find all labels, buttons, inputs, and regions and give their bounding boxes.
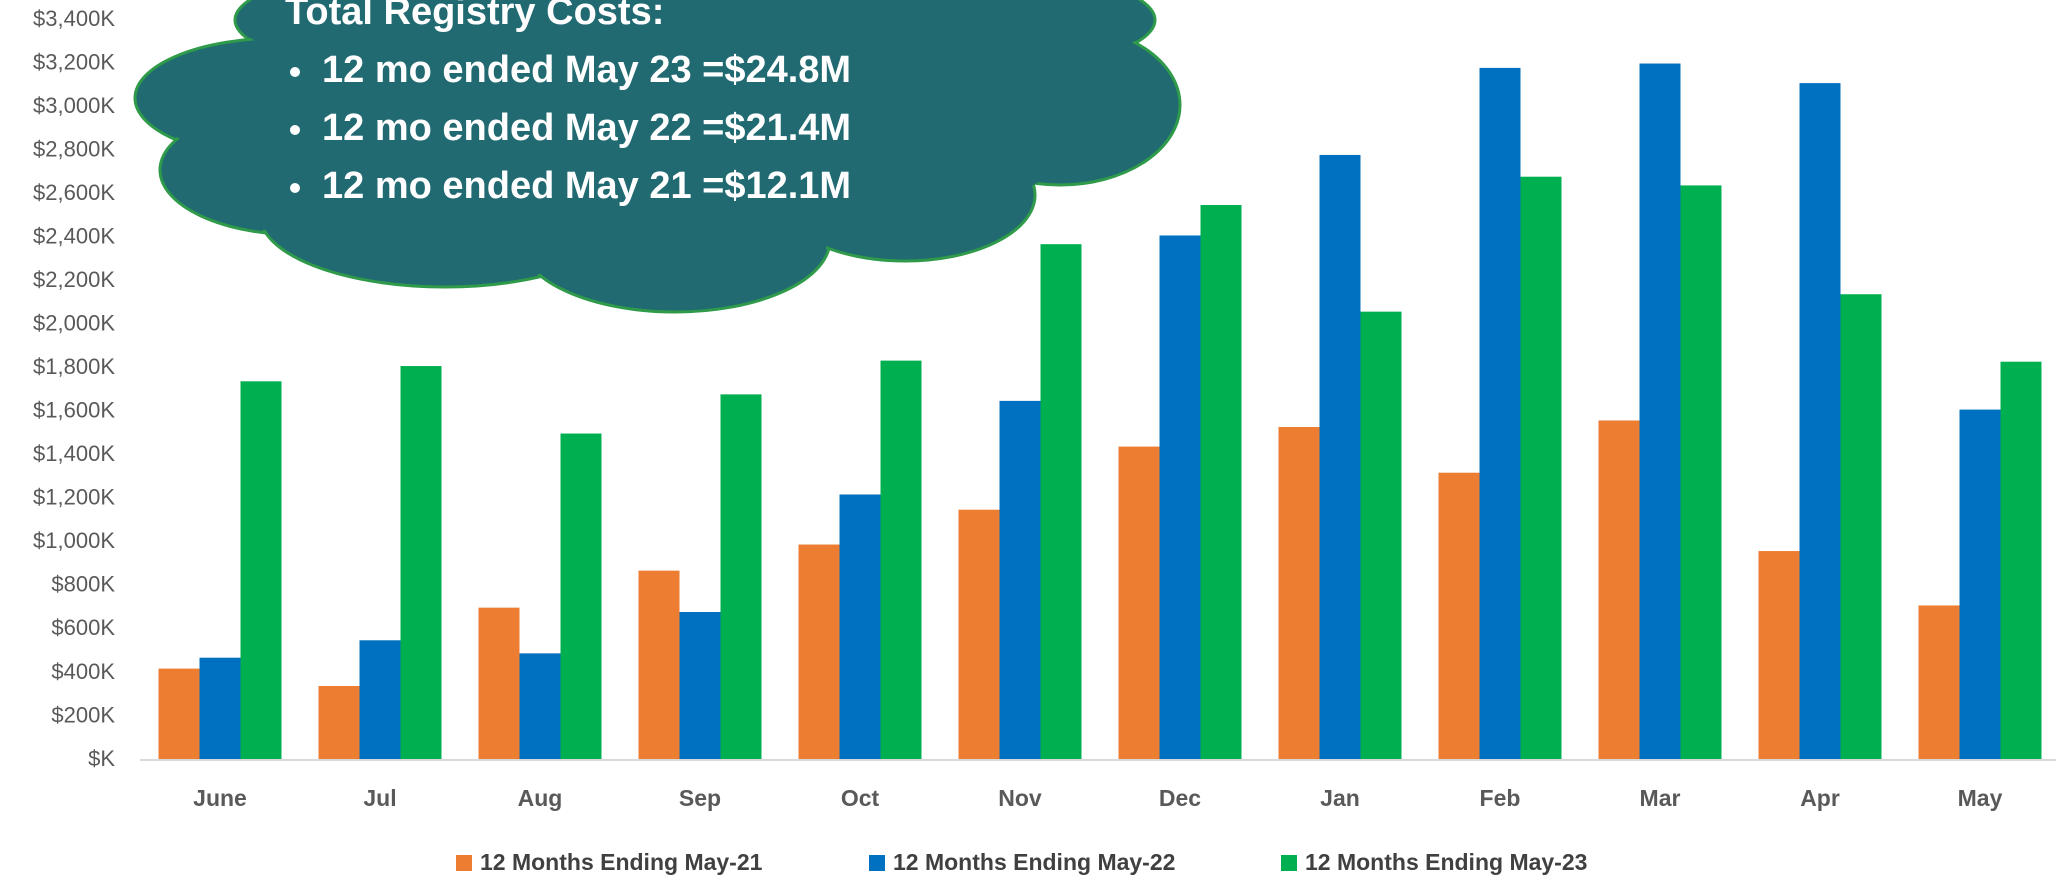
bar bbox=[1480, 68, 1521, 760]
bullet bbox=[290, 125, 300, 135]
legend-label: 12 Months Ending May-21 bbox=[480, 849, 763, 875]
x-tick-label: June bbox=[193, 785, 247, 811]
x-tick-label: Jul bbox=[363, 785, 396, 811]
x-tick-label: Feb bbox=[1480, 785, 1521, 811]
x-tick-label: Sep bbox=[679, 785, 721, 811]
bar bbox=[200, 658, 241, 760]
y-tick-label: $3,000K bbox=[33, 93, 115, 118]
y-tick-label: $1,200K bbox=[33, 485, 115, 510]
legend-label: 12 Months Ending May-23 bbox=[1305, 849, 1587, 875]
bar bbox=[1640, 64, 1681, 760]
bar bbox=[520, 653, 561, 760]
x-tick-label: Nov bbox=[998, 785, 1042, 811]
bar bbox=[1681, 185, 1722, 760]
legend-swatch bbox=[456, 855, 472, 871]
bar bbox=[1439, 473, 1480, 760]
bar bbox=[959, 510, 1000, 760]
bullet bbox=[290, 183, 300, 193]
callout-item: 12 mo ended May 21 =$12.1M bbox=[322, 165, 851, 207]
legend-swatch bbox=[869, 855, 885, 871]
bar bbox=[159, 669, 200, 760]
bar bbox=[241, 381, 282, 760]
bar bbox=[1361, 312, 1402, 760]
bar bbox=[799, 545, 840, 760]
bar bbox=[561, 434, 602, 760]
bar bbox=[881, 361, 922, 760]
bar bbox=[1599, 420, 1640, 760]
y-tick-label: $1,800K bbox=[33, 354, 115, 379]
bar bbox=[1041, 244, 1082, 760]
y-tick-label: $2,800K bbox=[33, 136, 115, 161]
bar bbox=[360, 640, 401, 760]
bar bbox=[840, 494, 881, 760]
legend-label: 12 Months Ending May-22 bbox=[893, 849, 1175, 875]
y-tick-label: $1,000K bbox=[33, 528, 115, 553]
bar bbox=[1960, 410, 2001, 760]
y-tick-label: $600K bbox=[51, 615, 115, 640]
bar bbox=[1841, 294, 1882, 760]
y-tick-label: $3,200K bbox=[33, 49, 115, 74]
y-tick-label: $2,600K bbox=[33, 180, 115, 205]
callout-title: Total Registry Costs: bbox=[285, 0, 664, 33]
bar bbox=[1119, 447, 1160, 760]
callout-item: 12 mo ended May 22 =$21.4M bbox=[322, 107, 851, 149]
bar bbox=[319, 686, 360, 760]
y-tick-label: $2,200K bbox=[33, 267, 115, 292]
y-tick-label: $K bbox=[88, 746, 115, 771]
bar bbox=[1919, 605, 1960, 760]
y-tick-label: $1,600K bbox=[33, 398, 115, 423]
bar bbox=[479, 608, 520, 760]
bar bbox=[680, 612, 721, 760]
y-tick-label: $2,400K bbox=[33, 223, 115, 248]
x-tick-label: Dec bbox=[1159, 785, 1201, 811]
x-tick-label: Oct bbox=[841, 785, 880, 811]
x-tick-label: Jan bbox=[1320, 785, 1360, 811]
bar bbox=[1160, 235, 1201, 760]
y-tick-label: $2,000K bbox=[33, 311, 115, 336]
bar bbox=[721, 394, 762, 760]
callout-cloud: Total Registry Costs: 12 mo ended May 23… bbox=[135, 0, 1180, 312]
bar bbox=[639, 571, 680, 760]
y-tick-label: $800K bbox=[51, 572, 115, 597]
bar bbox=[1521, 177, 1562, 760]
bar bbox=[2001, 362, 2042, 760]
y-tick-label: $200K bbox=[51, 702, 115, 727]
bar bbox=[1320, 155, 1361, 760]
bar bbox=[1279, 427, 1320, 760]
bar bbox=[1759, 551, 1800, 760]
bar bbox=[1800, 83, 1841, 760]
bar bbox=[1201, 205, 1242, 760]
bar bbox=[401, 366, 442, 760]
y-tick-label: $3,400K bbox=[33, 6, 115, 31]
x-tick-label: Apr bbox=[1800, 785, 1840, 811]
x-tick-label: Mar bbox=[1640, 785, 1681, 811]
legend-swatch bbox=[1281, 855, 1297, 871]
bullet bbox=[290, 67, 300, 77]
callout-item: 12 mo ended May 23 =$24.8M bbox=[322, 49, 851, 91]
chart: $K $200K $400K $600K $800K $1,000K $1,200K $1,4… bbox=[0, 0, 2056, 879]
x-tick-label: Aug bbox=[518, 785, 563, 811]
bar bbox=[1000, 401, 1041, 760]
y-tick-label: $1,400K bbox=[33, 441, 115, 466]
y-tick-label: $400K bbox=[51, 659, 115, 684]
x-tick-label: May bbox=[1958, 785, 2003, 811]
